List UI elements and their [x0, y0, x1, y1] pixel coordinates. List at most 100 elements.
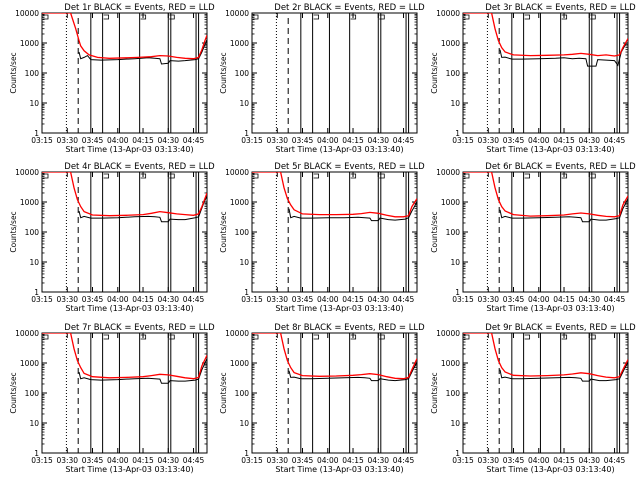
x-tick-label: 04:00: [528, 295, 550, 304]
y-tick-label: 10000: [436, 329, 460, 338]
y-tick-label: 100: [25, 228, 40, 237]
x-tick-label: 03:45: [82, 456, 104, 465]
y-tick-label: 100: [25, 69, 40, 78]
x-tick-label: 03:30: [477, 295, 499, 304]
flag-marker: [253, 14, 259, 20]
y-tick-label: 1000: [20, 39, 39, 48]
x-axis-label: Start Time (13-Apr-03 03:13:40): [65, 465, 193, 474]
flag-marker: [379, 334, 385, 340]
y-tick-label: 10: [450, 99, 460, 108]
lld-series-line: [463, 172, 628, 218]
flag-marker: [590, 14, 596, 20]
x-tick-label: 04:00: [107, 295, 129, 304]
x-tick-label: 03:30: [266, 295, 288, 304]
flag-marker: [379, 173, 385, 179]
panel-title: Det 1r BLACK = Events, RED = LLD: [64, 3, 215, 13]
x-tick-label: 04:30: [578, 456, 600, 465]
y-axis-label: Counts/sec: [430, 372, 439, 413]
x-tick-label: 04:30: [578, 136, 600, 145]
panel-8: Det 8r BLACK = Events, RED = LLD 1 10 100 10…: [219, 323, 425, 474]
x-axis-label: Start Time (13-Apr-03 03:13:40): [486, 145, 614, 154]
x-tick-label: 04:15: [342, 136, 364, 145]
flag-marker: [464, 173, 470, 179]
x-tick-label: 04:15: [342, 456, 364, 465]
flag-marker: [350, 173, 357, 179]
flag-marker: [561, 14, 568, 20]
x-tick-label: 03:15: [241, 136, 263, 145]
y-tick-label: 10: [239, 99, 249, 108]
x-tick-label: 03:30: [56, 136, 78, 145]
events-series-line: [78, 195, 207, 223]
y-tick-label: 1: [455, 288, 460, 297]
y-tick-label: 1000: [230, 359, 249, 368]
y-tick-label: 1000: [20, 359, 39, 368]
x-tick-label: 03:30: [266, 456, 288, 465]
y-tick-label: 10000: [15, 168, 39, 177]
y-axis-label: Counts/sec: [219, 211, 228, 252]
series-group: [42, 13, 207, 65]
flag-marker: [43, 334, 49, 340]
x-tick-label: 04:30: [367, 295, 389, 304]
x-tick-label: 03:45: [292, 295, 314, 304]
x-tick-label: 03:15: [241, 295, 263, 304]
flag-marker: [350, 14, 357, 20]
lld-series-line: [252, 172, 417, 218]
y-axis-label: Counts/sec: [430, 211, 439, 252]
events-series-line: [288, 361, 417, 382]
y-tick-label: 1000: [441, 198, 460, 207]
x-tick-label: 04:30: [367, 136, 389, 145]
x-axis-label: Start Time (13-Apr-03 03:13:40): [65, 145, 193, 154]
x-tick-label: 04:15: [132, 456, 154, 465]
x-tick-label: 04:45: [183, 295, 205, 304]
y-tick-label: 10: [29, 258, 39, 267]
panel-2: Det 2r BLACK = Events, RED = LLD 1 10 100 10…: [219, 3, 425, 154]
x-axis-label: Start Time (13-Apr-03 03:13:40): [65, 304, 193, 313]
flag-marker: [561, 334, 568, 340]
flag-marker: [140, 14, 147, 20]
flag-marker: [350, 334, 357, 340]
marker-lines: [43, 172, 200, 292]
events-series-line: [78, 358, 207, 384]
y-tick-label: 10000: [225, 168, 249, 177]
y-axis-label: Counts/sec: [219, 372, 228, 413]
flag-marker: [524, 334, 531, 340]
panel-title: Det 3r BLACK = Events, RED = LLD: [485, 3, 636, 13]
x-tick-label: 03:45: [292, 456, 314, 465]
x-tick-label: 03:30: [477, 456, 499, 465]
x-tick-label: 03:45: [82, 136, 104, 145]
marker-lines: [43, 333, 200, 453]
x-axis-label: Start Time (13-Apr-03 03:13:40): [275, 465, 403, 474]
flag-marker: [169, 14, 175, 20]
y-tick-label: 1: [455, 449, 460, 458]
x-tick-label: 03:15: [452, 136, 474, 145]
flag-marker: [524, 14, 531, 20]
flag-marker: [313, 173, 320, 179]
flag-marker: [464, 334, 470, 340]
x-tick-label: 04:45: [604, 295, 626, 304]
panel-9: Det 9r BLACK = Events, RED = LLD 1 10 100 10…: [430, 323, 636, 474]
panel-title: Det 7r BLACK = Events, RED = LLD: [64, 323, 215, 333]
y-tick-label: 10000: [15, 9, 39, 18]
y-axis-label: Counts/sec: [9, 211, 18, 252]
x-tick-label: 03:30: [477, 136, 499, 145]
series-group: [463, 172, 628, 223]
x-tick-label: 03:45: [503, 136, 525, 145]
marker-lines: [464, 172, 621, 292]
x-tick-label: 04:45: [604, 136, 626, 145]
events-series-line: [499, 42, 627, 67]
x-tick-label: 04:15: [553, 295, 575, 304]
flag-marker: [103, 173, 110, 179]
x-tick-label: 04:45: [393, 456, 415, 465]
series-group: [463, 333, 628, 382]
lld-series-line: [463, 13, 628, 57]
x-tick-label: 03:30: [56, 456, 78, 465]
flag-marker: [313, 14, 320, 20]
series-group: [42, 172, 207, 223]
x-axis-label: Start Time (13-Apr-03 03:13:40): [486, 465, 614, 474]
x-tick-label: 04:30: [157, 136, 179, 145]
panel-3: Det 3r BLACK = Events, RED = LLD 1 10 100 10…: [430, 3, 636, 154]
x-tick-label: 03:45: [503, 456, 525, 465]
y-tick-label: 10000: [225, 9, 249, 18]
x-tick-label: 03:15: [241, 456, 263, 465]
panel-6: Det 6r BLACK = Events, RED = LLD 1 10 100 10…: [430, 162, 636, 313]
